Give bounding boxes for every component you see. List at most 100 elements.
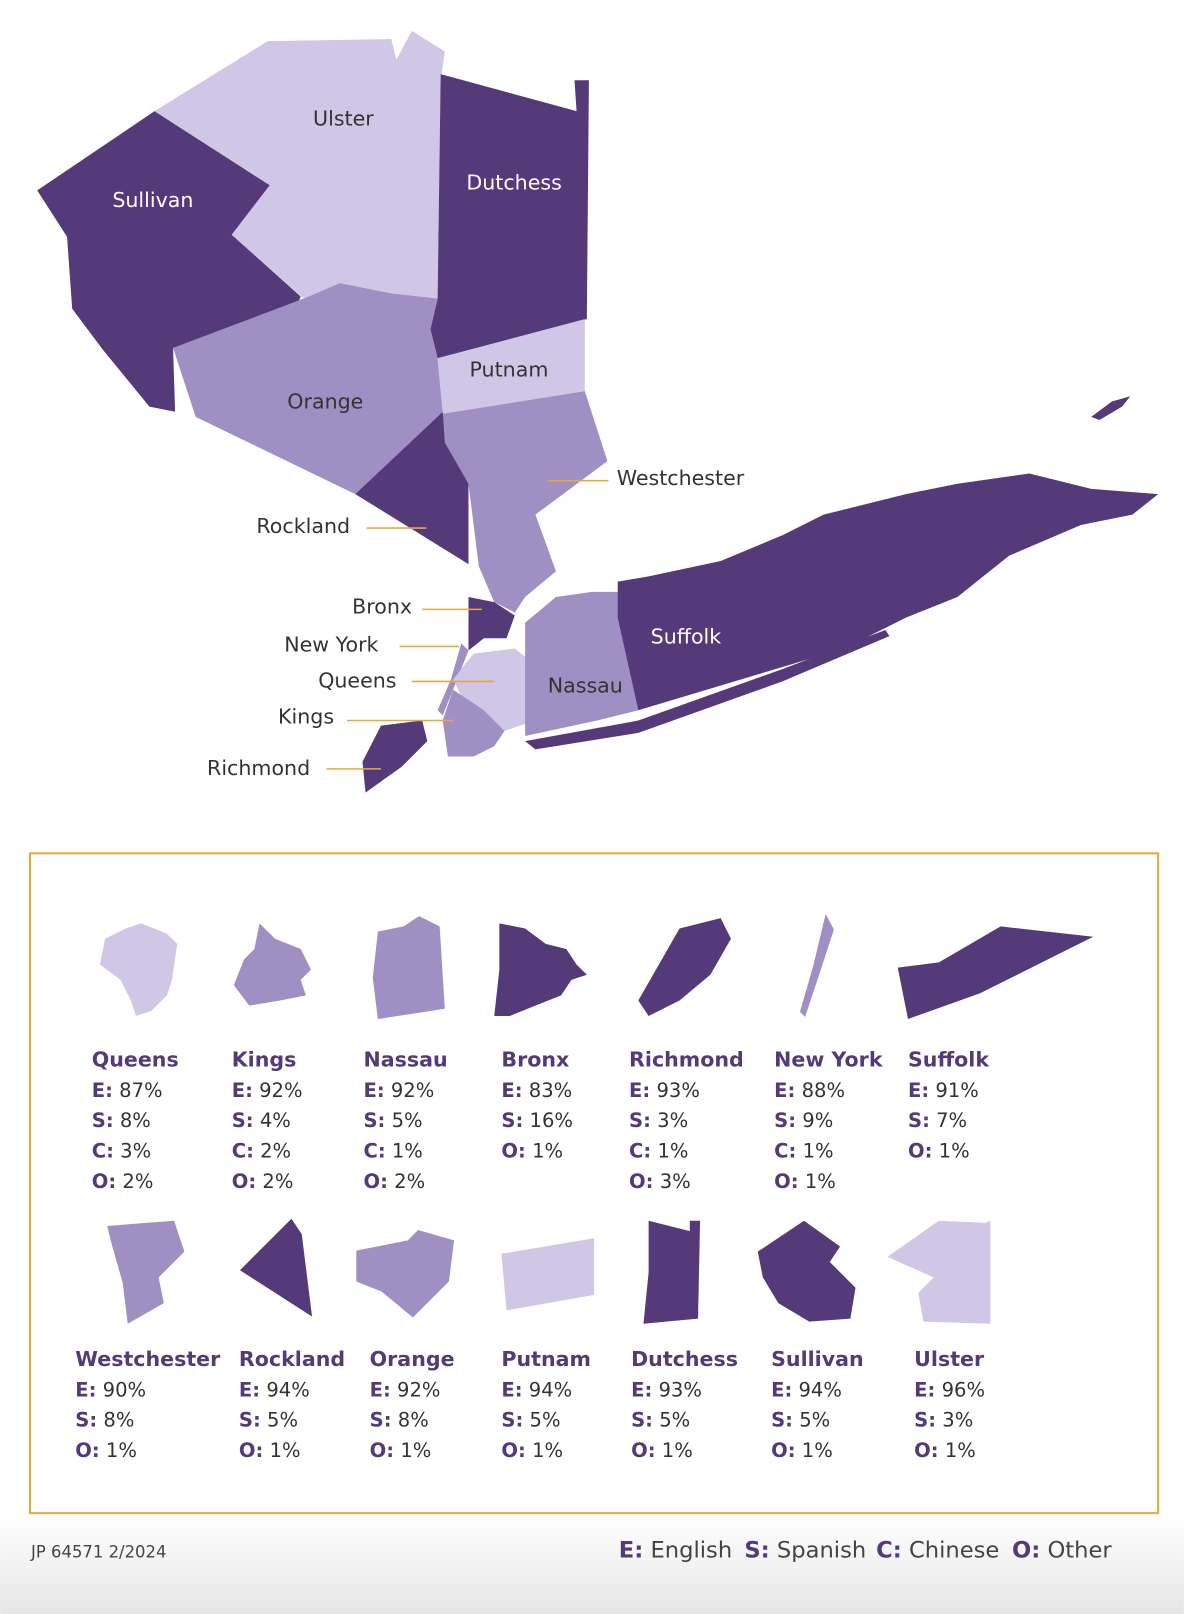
stat-value: 96%	[942, 1378, 985, 1401]
card-panel	[28, 852, 1160, 1515]
stat-value: 1%	[400, 1439, 431, 1462]
stat-code: E:	[239, 1378, 260, 1401]
stat-line: O: 1%	[774, 1170, 836, 1193]
stat-line: E: 83%	[501, 1079, 572, 1102]
stat-line: E: 96%	[914, 1378, 985, 1401]
stat-code: S:	[908, 1109, 930, 1132]
stat-line: E: 92%	[363, 1079, 434, 1102]
stat-line: S: 5%	[363, 1109, 422, 1132]
legend-label: Other	[1047, 1537, 1112, 1563]
county-name: Orange	[370, 1347, 455, 1371]
stat-line: S: 7%	[908, 1109, 967, 1132]
county-name: Rockland	[239, 1347, 345, 1371]
county-label: Kings	[278, 705, 334, 729]
stat-code: O:	[774, 1170, 798, 1193]
barrier-island	[525, 629, 890, 750]
stat-code: O:	[771, 1439, 795, 1462]
stat-value: 94%	[798, 1378, 841, 1401]
stat-line: O: 2%	[363, 1170, 425, 1193]
stat-value: 5%	[267, 1409, 298, 1432]
stat-line: E: 94%	[771, 1378, 842, 1401]
stat-value: 1%	[532, 1439, 563, 1462]
county-icon	[757, 1220, 856, 1322]
stat-value: 8%	[120, 1109, 151, 1132]
stat-line: C: 1%	[629, 1139, 688, 1162]
orange	[173, 283, 443, 495]
stat-line: E: 94%	[239, 1378, 310, 1401]
county-name: Richmond	[629, 1047, 744, 1071]
county-icon	[494, 923, 587, 1016]
stat-line: E: 90%	[75, 1378, 146, 1401]
stat-line: E: 92%	[232, 1079, 303, 1102]
stat-code: E:	[631, 1378, 652, 1401]
stat-value: 92%	[397, 1378, 440, 1401]
stat-line: S: 8%	[75, 1409, 134, 1432]
stat-code: O:	[75, 1439, 99, 1462]
stat-code: S:	[771, 1409, 793, 1432]
stat-value: 5%	[392, 1109, 423, 1132]
county-label: New York	[284, 633, 378, 657]
stat-value: 1%	[662, 1439, 693, 1462]
county-label: Richmond	[207, 756, 310, 780]
stat-value: 94%	[266, 1378, 309, 1401]
stat-line: E: 93%	[631, 1378, 702, 1401]
stat-value: 94%	[529, 1378, 572, 1401]
county-label: Putnam	[470, 358, 549, 382]
stat-code: O:	[629, 1170, 653, 1193]
stat-code: S:	[629, 1109, 651, 1132]
legend-code: C:	[876, 1537, 902, 1563]
stat-value: 1%	[945, 1439, 976, 1462]
stat-value: 3%	[657, 1109, 688, 1132]
stat-line: O: 2%	[232, 1170, 294, 1193]
county-name: New York	[774, 1047, 884, 1071]
stat-value: 1%	[803, 1139, 834, 1162]
map-labels: Ulster Dutchess Sullivan Putnam Orange W…	[112, 107, 744, 781]
stat-value: 92%	[259, 1079, 302, 1102]
stat-value: 2%	[122, 1170, 153, 1193]
kings	[442, 689, 505, 757]
stat-value: 1%	[106, 1439, 137, 1462]
county-icon	[643, 1220, 701, 1324]
county-label: Queens	[318, 669, 396, 693]
county-name: Westchester	[75, 1347, 221, 1371]
stat-line: S: 3%	[629, 1109, 688, 1132]
county-icon	[372, 916, 445, 1020]
stat-code: S:	[92, 1109, 114, 1132]
stat-line: O: 1%	[914, 1439, 976, 1462]
county-name: Putnam	[501, 1347, 591, 1371]
stat-value: 93%	[656, 1079, 699, 1102]
map	[37, 30, 1159, 793]
county-label: Ulster	[313, 107, 374, 131]
stat-line: S: 9%	[774, 1109, 833, 1132]
stat-value: 5%	[659, 1409, 690, 1432]
county-name: Suffolk	[908, 1047, 990, 1071]
stat-code: O:	[908, 1139, 932, 1162]
stat-code: E:	[363, 1079, 384, 1102]
stat-code: E:	[232, 1079, 253, 1102]
stat-code: S:	[914, 1409, 936, 1432]
stat-value: 1%	[657, 1139, 688, 1162]
bronx	[468, 597, 515, 651]
footer-code: JP 64571 2/2024	[30, 1542, 166, 1561]
county-icon	[107, 1220, 185, 1324]
legend-item: S: Spanish	[744, 1537, 866, 1563]
stat-line: S: 8%	[92, 1109, 151, 1132]
county-label: Bronx	[352, 594, 412, 618]
county-icon	[239, 1218, 313, 1317]
stat-code: S:	[75, 1409, 97, 1432]
bottom-fade	[0, 1513, 1184, 1614]
legend-item: E: English	[619, 1537, 732, 1563]
legend-code: S:	[744, 1537, 769, 1563]
county-name: Queens	[92, 1047, 179, 1071]
queens	[453, 648, 541, 731]
stat-code: E:	[501, 1079, 522, 1102]
stat-code: C:	[774, 1139, 796, 1162]
stat-value: 8%	[103, 1409, 134, 1432]
stat-line: S: 8%	[370, 1409, 429, 1432]
county-name: Kings	[232, 1047, 297, 1071]
stat-line: S: 16%	[501, 1109, 573, 1132]
stat-value: 16%	[530, 1109, 573, 1132]
stat-line: C: 2%	[232, 1139, 291, 1162]
stat-code: O:	[232, 1170, 256, 1193]
